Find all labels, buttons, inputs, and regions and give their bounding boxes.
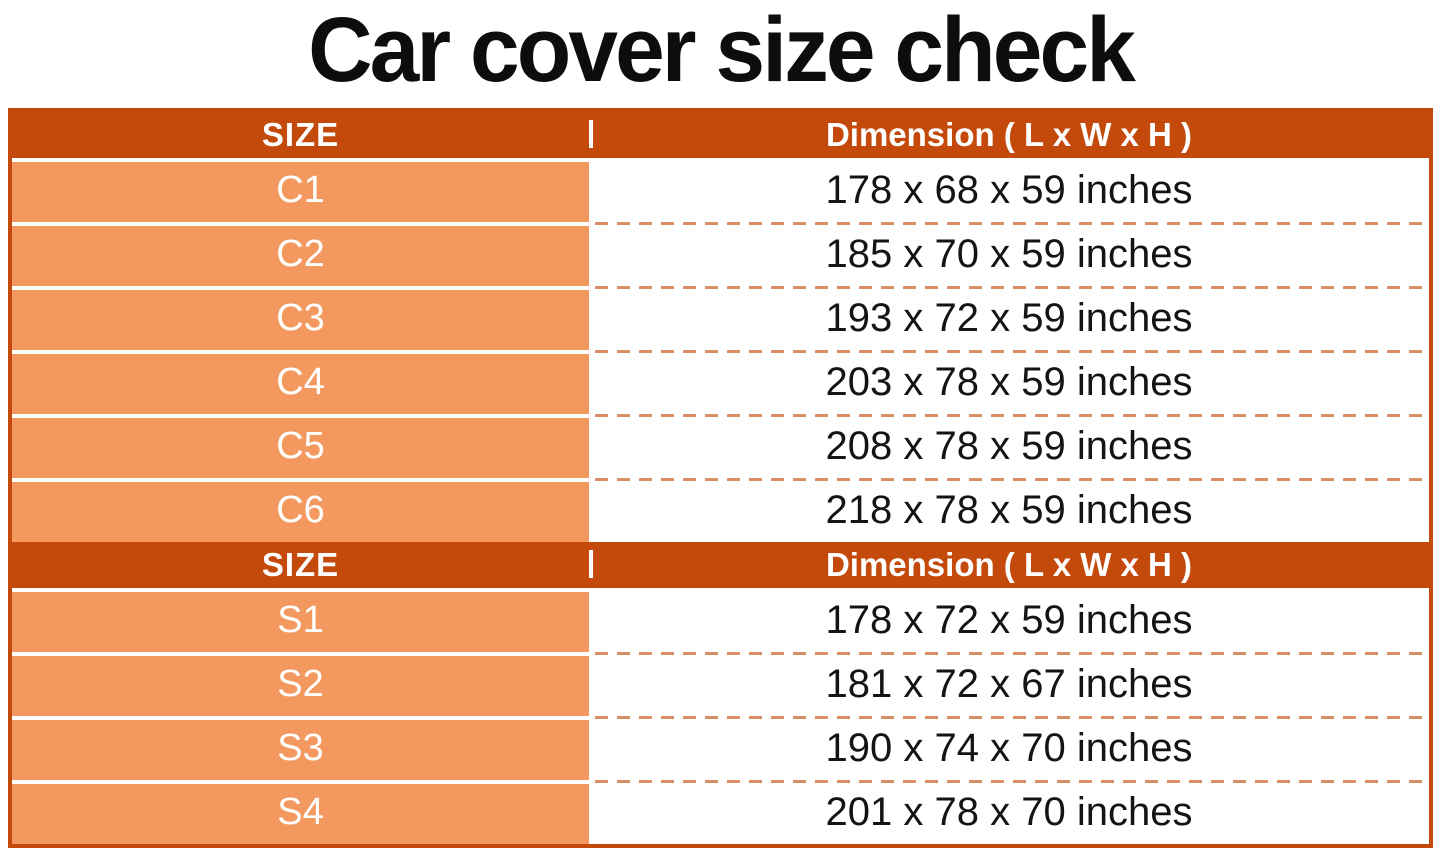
dimension-cell: 190 x 74 x 70 inches (589, 716, 1429, 780)
dimension-cell: 181 x 72 x 67 inches (589, 652, 1429, 716)
table-row: C1 178 x 68 x 59 inches (12, 158, 1429, 222)
column-divider (589, 550, 593, 578)
size-column-header: SIZE (261, 546, 340, 583)
dimension-cell: 178 x 68 x 59 inches (589, 158, 1429, 222)
table-row: C6 218 x 78 x 59 inches (12, 478, 1429, 542)
size-cell: C1 (12, 158, 589, 222)
size-cell: C3 (12, 286, 589, 350)
table-row: S3 190 x 74 x 70 inches (12, 716, 1429, 780)
size-cell: S4 (12, 780, 589, 844)
size-cell: C2 (12, 222, 589, 286)
table-header-row-s: SIZE Dimension ( L x W x H ) (12, 542, 1429, 588)
table-row: C3 193 x 72 x 59 inches (12, 286, 1429, 350)
dimension-column-header: Dimension ( L x W x H ) (825, 546, 1193, 583)
table-row: C2 185 x 70 x 59 inches (12, 222, 1429, 286)
size-cell: C4 (12, 350, 589, 414)
column-divider (589, 120, 593, 148)
car-cover-size-table: SIZE Dimension ( L x W x H ) C1 178 x 68… (8, 108, 1433, 848)
dimension-cell: 193 x 72 x 59 inches (589, 286, 1429, 350)
page-title: Car cover size check (308, 0, 1136, 101)
dimension-cell: 208 x 78 x 59 inches (589, 414, 1429, 478)
size-cell: C6 (12, 478, 589, 542)
size-cell: C5 (12, 414, 589, 478)
table-row: S2 181 x 72 x 67 inches (12, 652, 1429, 716)
table-header-row-c: SIZE Dimension ( L x W x H ) (12, 112, 1429, 158)
dimension-cell: 218 x 78 x 59 inches (589, 478, 1429, 542)
dimension-cell: 185 x 70 x 59 inches (589, 222, 1429, 286)
dimension-cell: 203 x 78 x 59 inches (589, 350, 1429, 414)
table-row: C4 203 x 78 x 59 inches (12, 350, 1429, 414)
dimension-cell: 201 x 78 x 70 inches (589, 780, 1429, 844)
table-row: C5 208 x 78 x 59 inches (12, 414, 1429, 478)
size-cell: S3 (12, 716, 589, 780)
table-row: S1 178 x 72 x 59 inches (12, 588, 1429, 652)
dimension-cell: 178 x 72 x 59 inches (589, 588, 1429, 652)
size-cell: S1 (12, 588, 589, 652)
size-cell: S2 (12, 652, 589, 716)
size-column-header: SIZE (261, 116, 340, 153)
dimension-column-header: Dimension ( L x W x H ) (825, 116, 1193, 153)
table-row: S4 201 x 78 x 70 inches (12, 780, 1429, 844)
